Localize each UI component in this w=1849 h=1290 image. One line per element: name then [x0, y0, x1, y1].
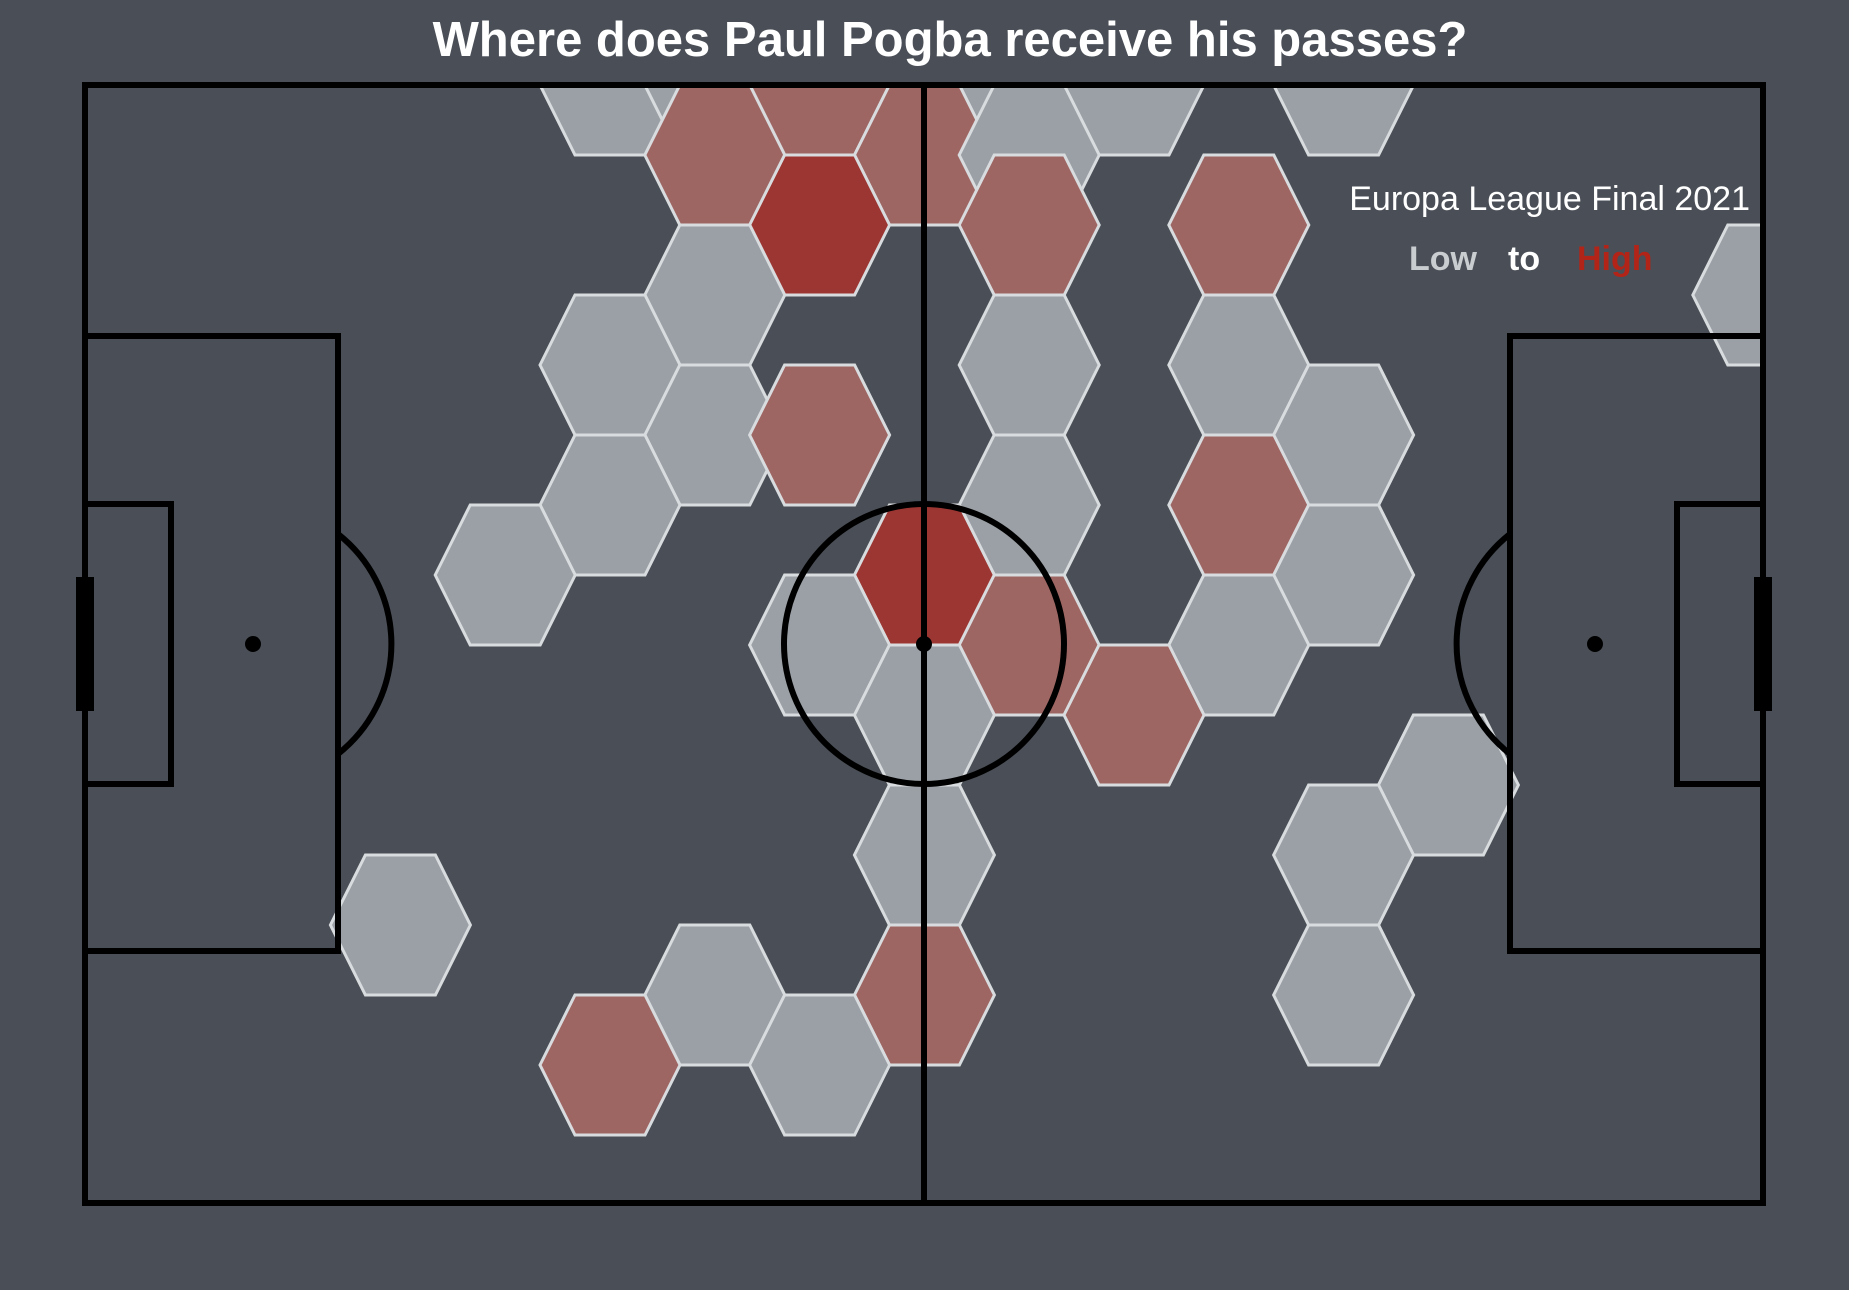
- left-penalty-spot: [245, 636, 261, 652]
- hexbin-cell: [1273, 88, 1414, 157]
- legend-low-label: Low: [1409, 240, 1477, 278]
- hexbin-cell: [1167, 153, 1311, 297]
- right-goal: [1754, 577, 1772, 711]
- legend-to-label: to: [1508, 240, 1541, 278]
- right-penalty-area: [1507, 333, 1766, 954]
- hexbin-cell: [539, 88, 681, 157]
- hexbin-cell: [1062, 643, 1206, 787]
- hexbin-cell: [433, 503, 577, 647]
- chart-title: Where does Paul Pogba receive his passes…: [432, 13, 1468, 67]
- left-penalty-area: [82, 333, 341, 954]
- subtitle: Europa League Final 2021: [1349, 180, 1750, 218]
- hexbin-cell: [1691, 223, 1760, 367]
- hexbin-cell: [1271, 923, 1416, 1067]
- hexbin-cell: [747, 993, 892, 1137]
- hexbin-cell: [957, 293, 1101, 437]
- left-goal: [76, 577, 94, 711]
- right-six-yard-box: [1674, 501, 1766, 787]
- right-penalty-arc: [1453, 531, 1512, 757]
- center-circle: [781, 501, 1067, 787]
- hexbin-cell: [538, 993, 682, 1137]
- hexbin-cell: [328, 853, 473, 997]
- pitch-markings: [76, 82, 1772, 1206]
- left-penalty-arc: [336, 531, 395, 757]
- right-penalty-spot: [1587, 636, 1603, 652]
- center-spot: [916, 636, 932, 652]
- left-six-yard-box: [82, 501, 174, 787]
- legend-high-label: High: [1577, 240, 1653, 278]
- hexbin-cell: [747, 363, 892, 507]
